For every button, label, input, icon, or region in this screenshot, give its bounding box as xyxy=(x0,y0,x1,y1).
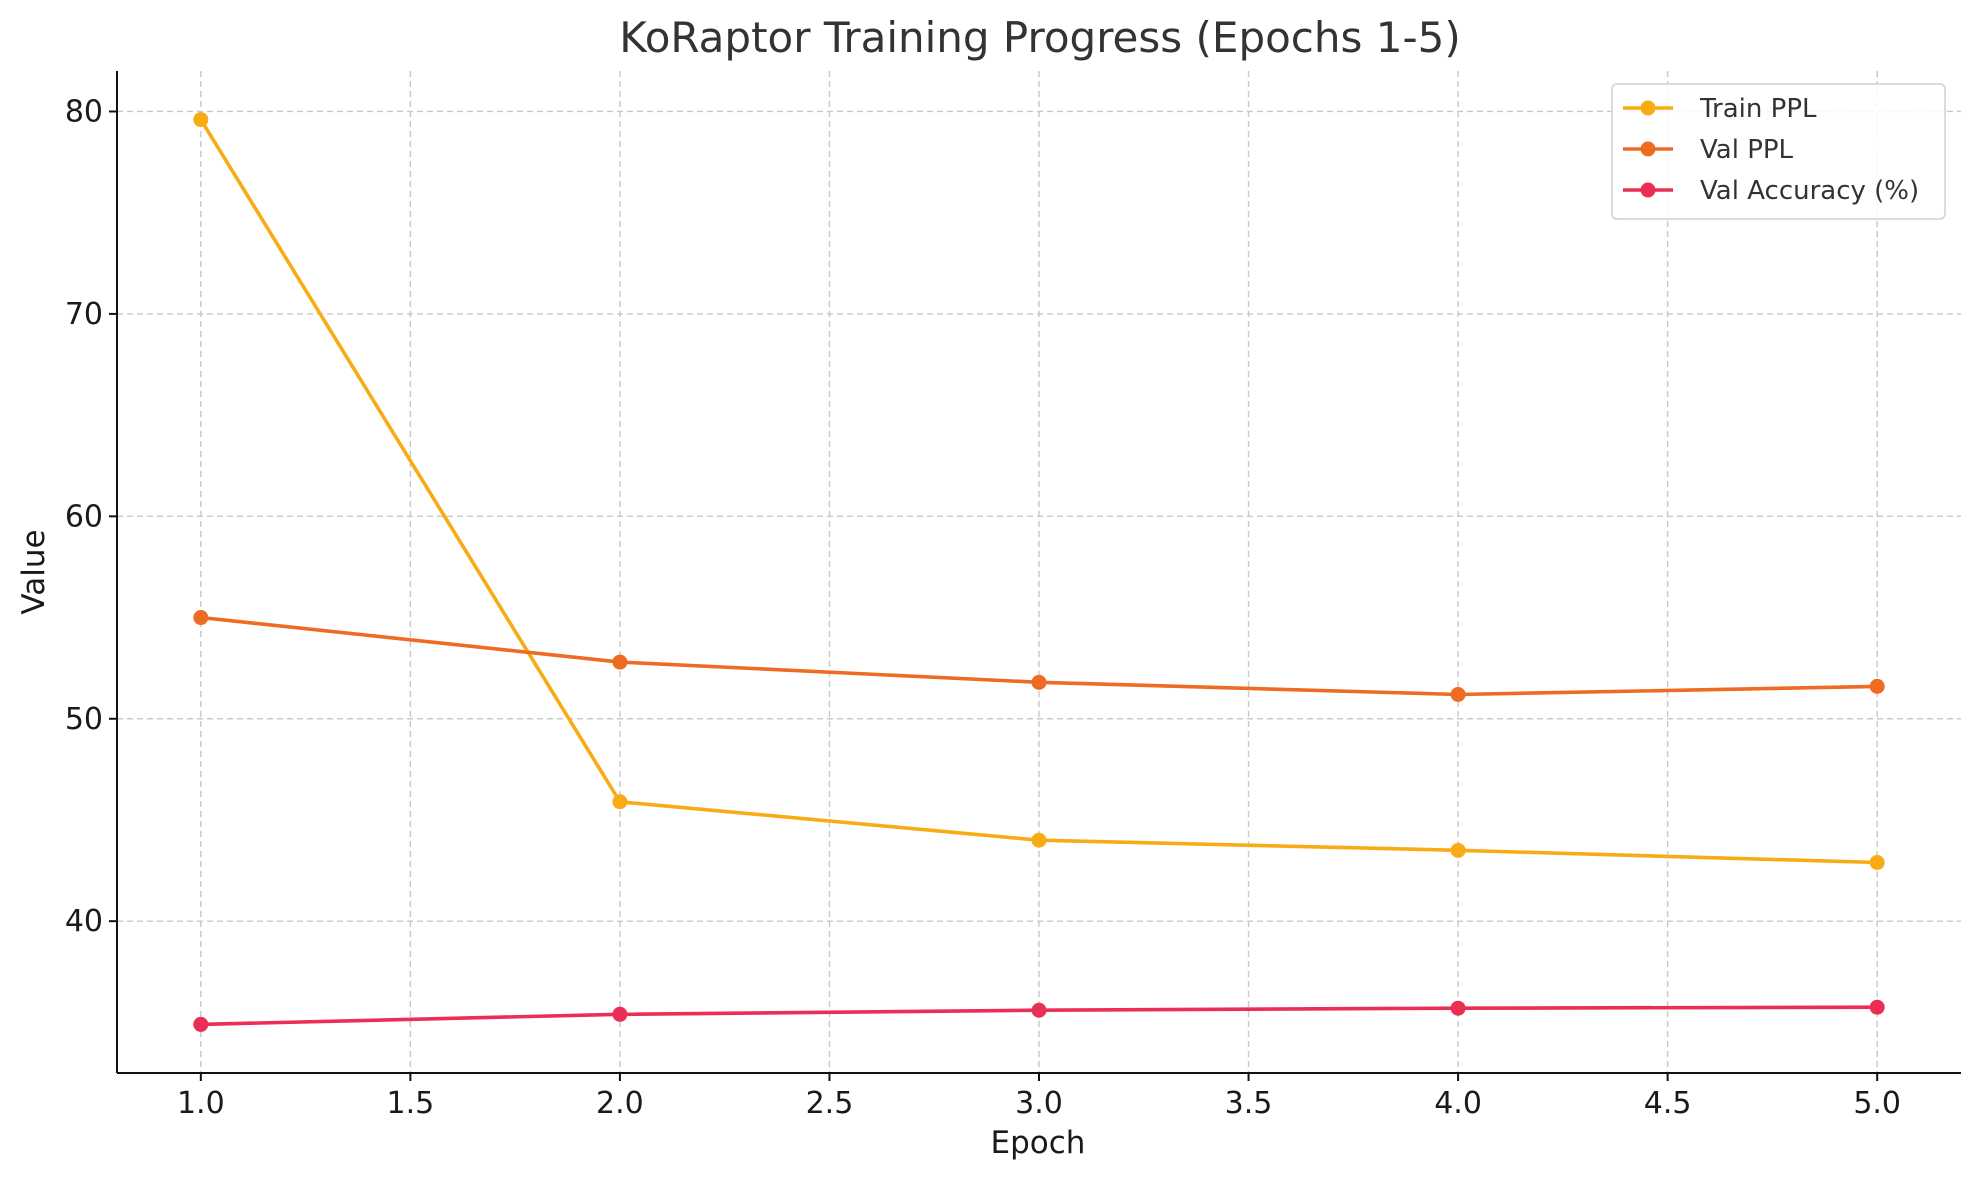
y-tick-label: 50 xyxy=(65,702,103,737)
data-point xyxy=(1450,686,1466,702)
data-point xyxy=(1869,999,1885,1015)
data-point xyxy=(1031,832,1047,848)
legend-label: Train PPL xyxy=(1699,94,1817,124)
grid-layer xyxy=(117,71,1961,1073)
x-tick-label: 1.5 xyxy=(387,1086,435,1121)
data-point xyxy=(1031,674,1047,690)
y-tick-label: 40 xyxy=(65,904,103,939)
legend-box xyxy=(1611,83,1946,220)
data-point xyxy=(1450,1000,1466,1016)
data-point xyxy=(1031,1002,1047,1018)
data-point xyxy=(193,112,209,128)
legend-label: Val Accuracy (%) xyxy=(1700,176,1919,206)
data-point xyxy=(1450,842,1466,858)
x-tick-label: 3.5 xyxy=(1225,1086,1273,1121)
x-tick-label: 4.5 xyxy=(1644,1086,1692,1121)
data-point xyxy=(612,1006,628,1022)
data-point xyxy=(1869,678,1885,694)
data-point xyxy=(612,794,628,810)
y-tick-label: 70 xyxy=(65,297,103,332)
x-tick-label: 1.0 xyxy=(177,1086,225,1121)
data-point xyxy=(193,1016,209,1032)
y-tick-label: 80 xyxy=(65,94,103,129)
legend-swatch-marker xyxy=(1640,182,1656,198)
data-point xyxy=(1869,854,1885,870)
data-point xyxy=(612,654,628,670)
axes-layer: 1.0 1.5 2.0 2.5 3.0 3.5 4.0 4.5 5.0 40 50 60 70 80 xyxy=(65,71,1961,1121)
x-axis-label: Epoch xyxy=(991,1125,1086,1161)
legend-swatch-marker xyxy=(1640,141,1656,157)
legend-label: Val PPL xyxy=(1700,135,1794,165)
chart-title: KoRaptor Training Progress (Epochs 1-5) xyxy=(619,13,1460,62)
legend: Train PPL Val PPL Val Accuracy (%) xyxy=(1611,83,1946,220)
x-tick-label: 2.5 xyxy=(806,1086,854,1121)
x-tick-label: 2.0 xyxy=(596,1086,644,1121)
data-point xyxy=(193,610,209,626)
legend-swatch-marker xyxy=(1640,100,1656,116)
y-tick-label: 60 xyxy=(65,499,103,534)
series-layer xyxy=(193,112,1885,1032)
x-tick-label: 5.0 xyxy=(1853,1086,1901,1121)
x-tick-label: 3.0 xyxy=(1015,1086,1063,1121)
y-axis-label: Value xyxy=(16,529,52,614)
x-tick-label: 4.0 xyxy=(1434,1086,1482,1121)
